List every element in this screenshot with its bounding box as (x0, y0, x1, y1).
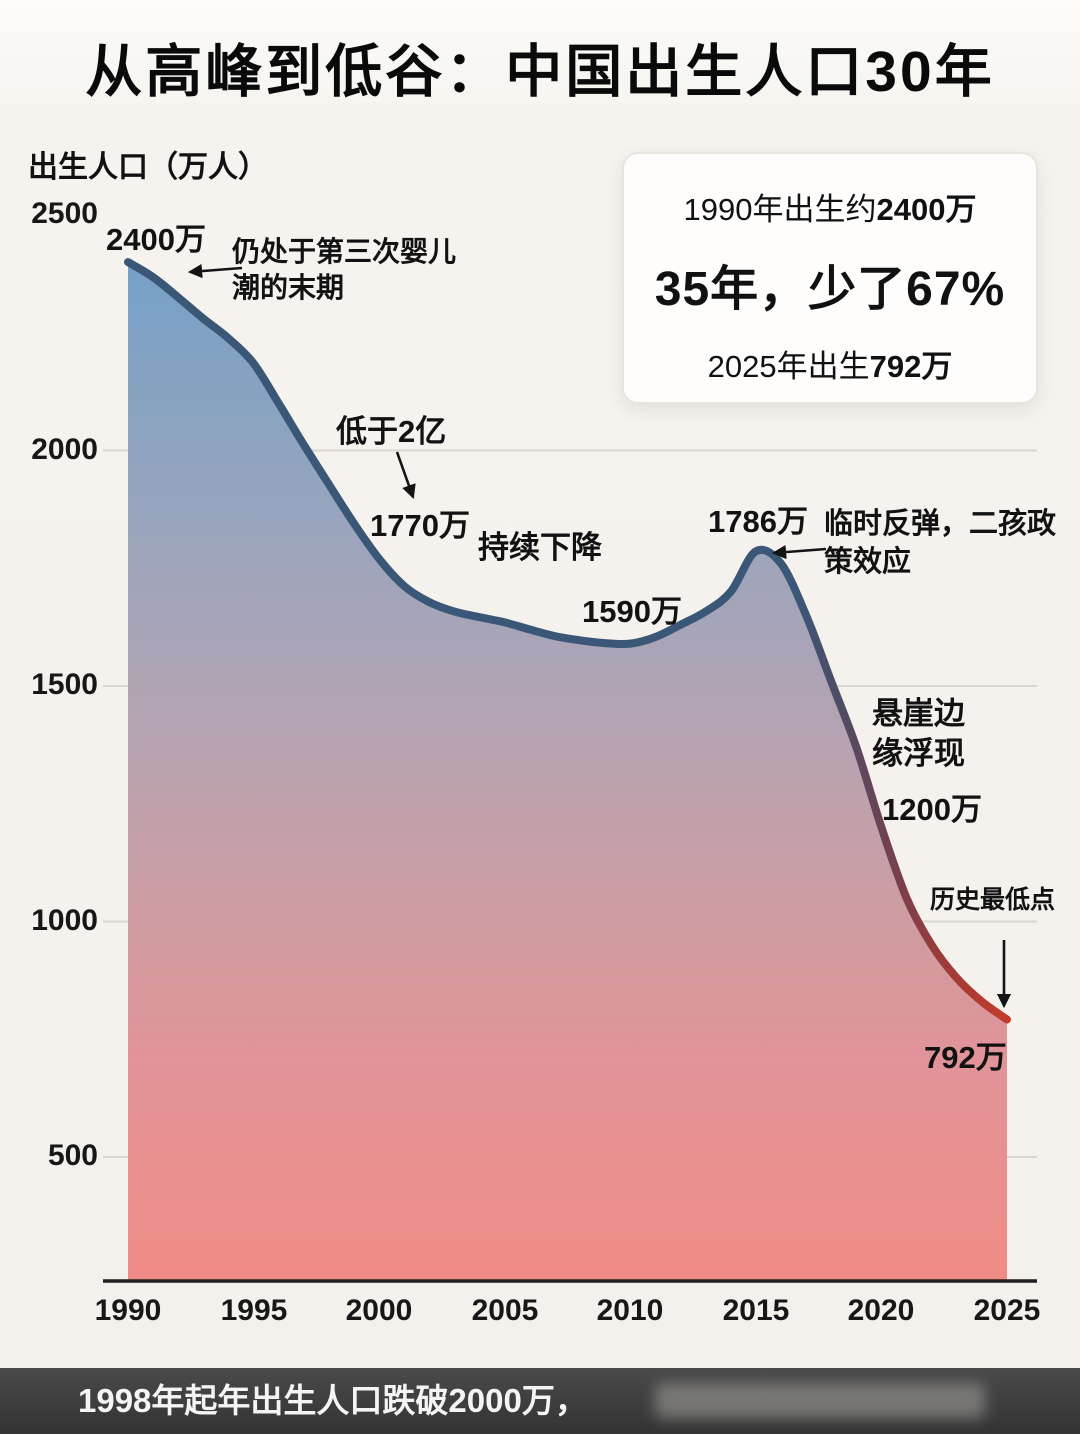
infobox-line-2025: 2025年出生792万 (624, 341, 1036, 386)
annotation-continuous-decline: 持续下降 (478, 530, 602, 565)
x-tick-label-2015: 2015 (722, 1294, 790, 1327)
y-axis-title: 出生人口（万人） (28, 151, 268, 184)
label-2000-value: 1770万 (370, 508, 470, 543)
page-title: 从高峰到低谷：中国出生人口30年 (85, 40, 995, 104)
infobox-2025-prefix: 2025年出生 (707, 349, 870, 384)
label-1990-value: 2400万 (106, 222, 206, 257)
y-tick-label-2500: 2500 (31, 197, 98, 230)
y-tick-label-2000: 2000 (31, 433, 98, 466)
annotation-below-200m: 低于2亿 (336, 414, 447, 449)
arrow-rebound-icon (771, 544, 827, 560)
footer-text: 1998年起年出生人口跌破2000万， (78, 1382, 588, 1419)
x-tick-label-1995: 1995 (220, 1294, 288, 1327)
label-2010-value: 1590万 (582, 594, 682, 629)
footer-blurred-text (655, 1383, 985, 1419)
y-tick-label-500: 500 (47, 1139, 98, 1172)
footer-banner: 1998年起年出生人口跌破2000万， (0, 1368, 1080, 1434)
x-tick-label-2010: 2010 (596, 1294, 664, 1327)
y-tick-label-1500: 1500 (31, 668, 98, 701)
x-tick-label-2005: 2005 (471, 1294, 539, 1327)
y-tick-label-1000: 1000 (31, 904, 98, 937)
infobox-2025-value: 792万 (869, 349, 953, 384)
birth-trend-line (124, 258, 1011, 1024)
arrow-below-2yi-icon (395, 451, 416, 500)
label-2020-value: 1200万 (882, 792, 982, 827)
arrow-baby-boom-icon (187, 263, 243, 279)
annotation-arrows (187, 263, 1012, 1009)
summary-infobox: 1990年出生约2400万 35年，少了67% 2025年出生792万 (622, 152, 1038, 404)
label-2025-value: 792万 (924, 1040, 1007, 1075)
x-tick-label-1990: 1990 (94, 1294, 162, 1327)
infobox-line-1990: 1990年出生约2400万 (624, 184, 1036, 229)
annotation-baby-boom: 仍处于第三次婴儿 潮的末期 (232, 236, 457, 304)
label-peak-value: 1786万 (708, 504, 808, 539)
annotation-cliff-edge: 悬崖边 缘浮现 (872, 696, 965, 772)
x-tick-label-2020: 2020 (847, 1294, 915, 1327)
annotation-rebound: 临时反弹，二孩政 策效应 (824, 508, 1057, 578)
infobox-headline: 35年，少了67% (654, 263, 1006, 316)
x-tick-label-2000: 2000 (345, 1294, 413, 1327)
infobox-1990-value: 2400万 (876, 192, 977, 227)
annotation-historic-low: 历史最低点 (930, 886, 1056, 914)
x-tick-label-2025: 2025 (973, 1294, 1041, 1327)
infobox-1990-prefix: 1990年出生约 (683, 192, 877, 227)
